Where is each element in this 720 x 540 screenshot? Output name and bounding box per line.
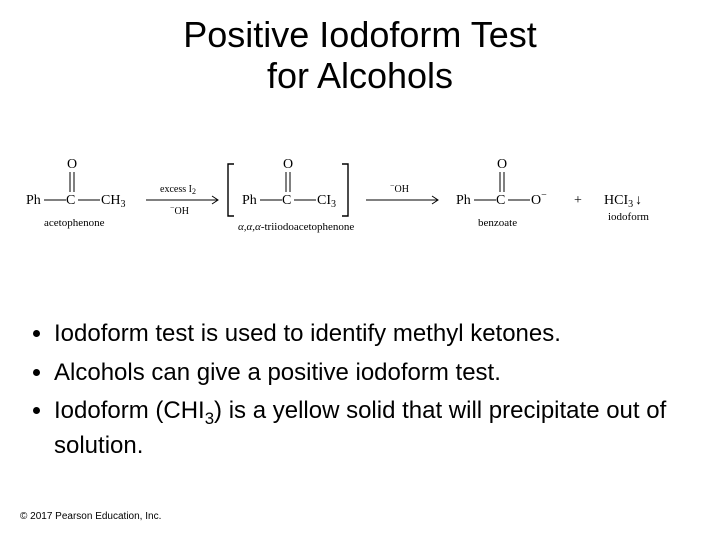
p1-c: C [496,193,505,208]
int-label: α,α,α-triiodoacetophenone [238,221,354,233]
arrow2-top: −OH [390,181,409,195]
plus-sign: + [574,193,582,208]
p1-label: benzoate [478,217,517,229]
arrow-1: excess I2 −OH [146,184,218,217]
product-iodoform: HCI3↓ iodoform [604,193,649,223]
p1-ph: Ph [456,193,471,208]
title-line-2: for Alcohols [267,55,453,96]
int-ph: Ph [242,193,257,208]
p2-label: iodoform [608,211,649,223]
reaction-scheme: Ph C O CH3 acetophenone excess I2 −OH [26,154,694,264]
bullet-3: Iodoform (CHI3) is a yellow solid that w… [54,395,690,461]
intermediate-group: Ph C O CI3 α,α,α-triiodoacetophenone [228,157,354,233]
bullet-1: Iodoform test is used to identify methyl… [54,318,690,353]
int-ci3: CI3 [317,193,336,210]
reactant-ch3: CH3 [101,193,125,210]
reactant-label: acetophenone [44,217,105,229]
arrow1-bottom: −OH [170,203,189,217]
bullet-2: Alcohols can give a positive iodoform te… [54,357,690,392]
slide: Positive Iodoform Test for Alcohols Ph C… [0,0,720,540]
p1-ominus: O− [531,190,547,208]
bracket-right [342,164,348,216]
p2-formula: HCI3↓ [604,193,642,210]
reactant-ph: Ph [26,193,41,208]
reactant-c: C [66,193,75,208]
reactant-o: O [67,157,77,172]
arrow-2: −OH [366,181,438,204]
int-o: O [283,157,293,172]
title-line-1: Positive Iodoform Test [183,14,537,55]
slide-title: Positive Iodoform Test for Alcohols [0,0,720,97]
bracket-left [228,164,234,216]
copyright-text: © 2017 Pearson Education, Inc. [20,511,161,522]
product-benzoate: Ph C O O− benzoate [456,157,547,229]
bullet-list: Iodoform test is used to identify methyl… [30,318,690,465]
p1-o-dbl: O [497,157,507,172]
reactant-acetophenone: Ph C O CH3 acetophenone [26,157,125,229]
reaction-svg: Ph C O CH3 acetophenone excess I2 −OH [26,154,694,264]
int-c: C [282,193,291,208]
arrow1-top: excess I2 [160,184,196,196]
